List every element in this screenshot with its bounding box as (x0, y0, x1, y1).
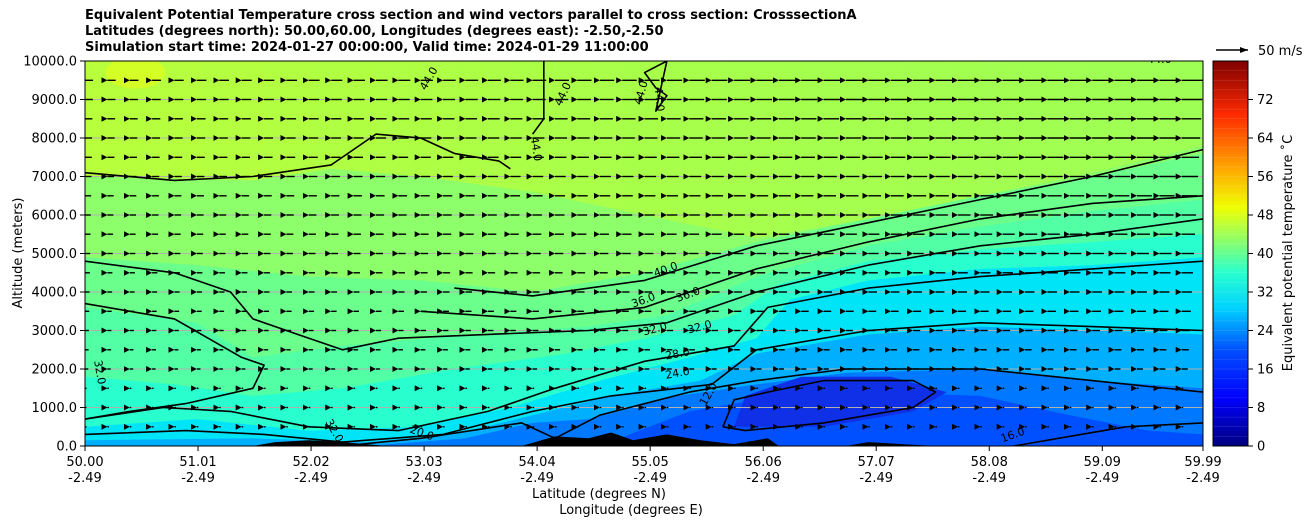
contour-label-10: 32.0 (686, 318, 713, 337)
colorbar-tick-label-0: 0 (1257, 440, 1265, 455)
x-tick-lon-3: -2.49 (407, 471, 441, 486)
x-tick-lat-10: 59.99 (1184, 455, 1221, 470)
colorbar-tick-label-5: 40 (1257, 247, 1274, 262)
x-tick-lon-7: -2.49 (859, 471, 893, 486)
colorbar-label: Equivalent potential temperature ˚C (1280, 135, 1296, 371)
contour-20-8 (342, 368, 1203, 446)
x-tick-lon-6: -2.49 (746, 471, 780, 486)
contour-40-3 (454, 148, 1203, 297)
x-axis-label-longitude: Longitude (degrees E) (559, 503, 703, 518)
y-tick-label-9: 9000.0 (32, 93, 78, 108)
colorbar-tick-label-9: 72 (1257, 93, 1274, 108)
x-tick-lon-1: -2.49 (181, 471, 215, 486)
y-tick-label-8: 8000.0 (32, 132, 78, 147)
terrain-surface (252, 432, 936, 446)
x-tick-lat-8: 58.08 (971, 455, 1008, 470)
quiver-key-label: 50 m/s (1258, 44, 1303, 59)
quiver-key: 50 m/s (1216, 44, 1303, 59)
chart-title-line-1: Equivalent Potential Temperature cross s… (85, 8, 857, 23)
x-tick-lat-6: 56.06 (745, 455, 782, 470)
y-axis: 0.0 1000.0 2000.0 3000.0 4000.0 5000.0 6000.0 7… (23, 55, 85, 455)
contour-12-9 (722, 379, 937, 432)
x-tick-lon-0: -2.49 (68, 471, 102, 486)
y-tick-label-7: 7000.0 (32, 170, 78, 185)
y-tick-label-3: 3000.0 (32, 324, 78, 339)
contour-label-5: 44.0 (1147, 53, 1172, 66)
contour-label-9: 32.0 (641, 320, 668, 339)
contour-44-1 (531, 61, 545, 135)
colorbar-gradient (1213, 61, 1248, 446)
contour-label-2: 44.0 (632, 79, 651, 106)
chart-title-line-3: Simulation start time: 2024-01-27 00:00:… (85, 40, 649, 55)
x-tick-lon-4: -2.49 (520, 471, 554, 486)
colorbar-tick-label-2: 16 (1257, 363, 1274, 378)
colorbar-tick-label-1: 8 (1257, 401, 1265, 416)
x-tick-lat-9: 59.09 (1084, 455, 1121, 470)
y-tick-label-0: 0.0 (56, 440, 77, 455)
contour-label-12: 24.0 (664, 365, 690, 382)
colorbar-tick-label-3: 24 (1257, 324, 1274, 339)
x-tick-lat-5: 55.05 (632, 455, 669, 470)
x-tick-lon-8: -2.49 (972, 471, 1006, 486)
x-tick-lon-2: -2.49 (294, 471, 328, 486)
y-tick-label-6: 6000.0 (32, 209, 78, 224)
contour-24-7 (85, 321, 1203, 443)
colorbar-tick-label-4: 32 (1257, 286, 1274, 301)
x-tick-lat-0: 50.00 (66, 455, 103, 470)
contour-16-10 (1013, 422, 1203, 446)
y-tick-label-4: 4000.0 (32, 286, 78, 301)
contour-lines (85, 61, 1203, 446)
contour-32-5 (85, 218, 1203, 351)
contour-label-4: 44.0 (528, 136, 545, 162)
x-tick-lat-3: 53.03 (405, 455, 442, 470)
colorbar-tick-label-8: 64 (1257, 132, 1274, 147)
colorbar-tick-label-7: 56 (1257, 170, 1274, 185)
y-axis-label: Altitude (meters) (11, 198, 26, 309)
contour-label-3: 44.0 (652, 86, 667, 112)
contour-label-13: 32.0 (91, 359, 108, 385)
colorbar-ticks: 0 8 16 24 32 40 48 56 64 72 (1248, 93, 1274, 455)
chart-title-line-2: Latitudes (degrees north): 50.00,60.00, … (85, 24, 664, 39)
x-axis-label-latitude: Latitude (degrees N) (532, 487, 666, 502)
colorbar-tick-label-6: 48 (1257, 209, 1274, 224)
x-tick-lat-7: 57.07 (858, 455, 895, 470)
y-tick-label-2: 2000.0 (32, 363, 78, 378)
contour-44-2 (643, 61, 668, 112)
contour-label-11: 28.0 (664, 345, 690, 362)
y-tick-label-10: 10000.0 (23, 55, 77, 70)
y-tick-label-5: 5000.0 (32, 247, 78, 262)
x-axis: 50.00-2.4951.01-2.4952.02-2.4953.03-2.49… (66, 446, 1222, 486)
contour-28-6 (85, 260, 1203, 432)
y-tick-label-1: 1000.0 (32, 401, 78, 416)
contour-36-4 (420, 195, 1203, 320)
contour-40-0 (85, 133, 511, 182)
x-tick-lon-10: -2.49 (1186, 471, 1220, 486)
x-tick-lon-5: -2.49 (633, 471, 667, 486)
x-tick-lat-4: 54.04 (519, 455, 556, 470)
colorbar: 0 8 16 24 32 40 48 56 64 72 Equivalent potential … (1212, 60, 1296, 455)
field-band-8 (734, 376, 947, 427)
x-tick-lat-2: 52.02 (292, 455, 329, 470)
x-tick-lat-1: 51.01 (179, 455, 216, 470)
x-tick-lon-9: -2.49 (1085, 471, 1119, 486)
colorbar-bands (1213, 70, 1248, 437)
terrain (252, 432, 936, 446)
